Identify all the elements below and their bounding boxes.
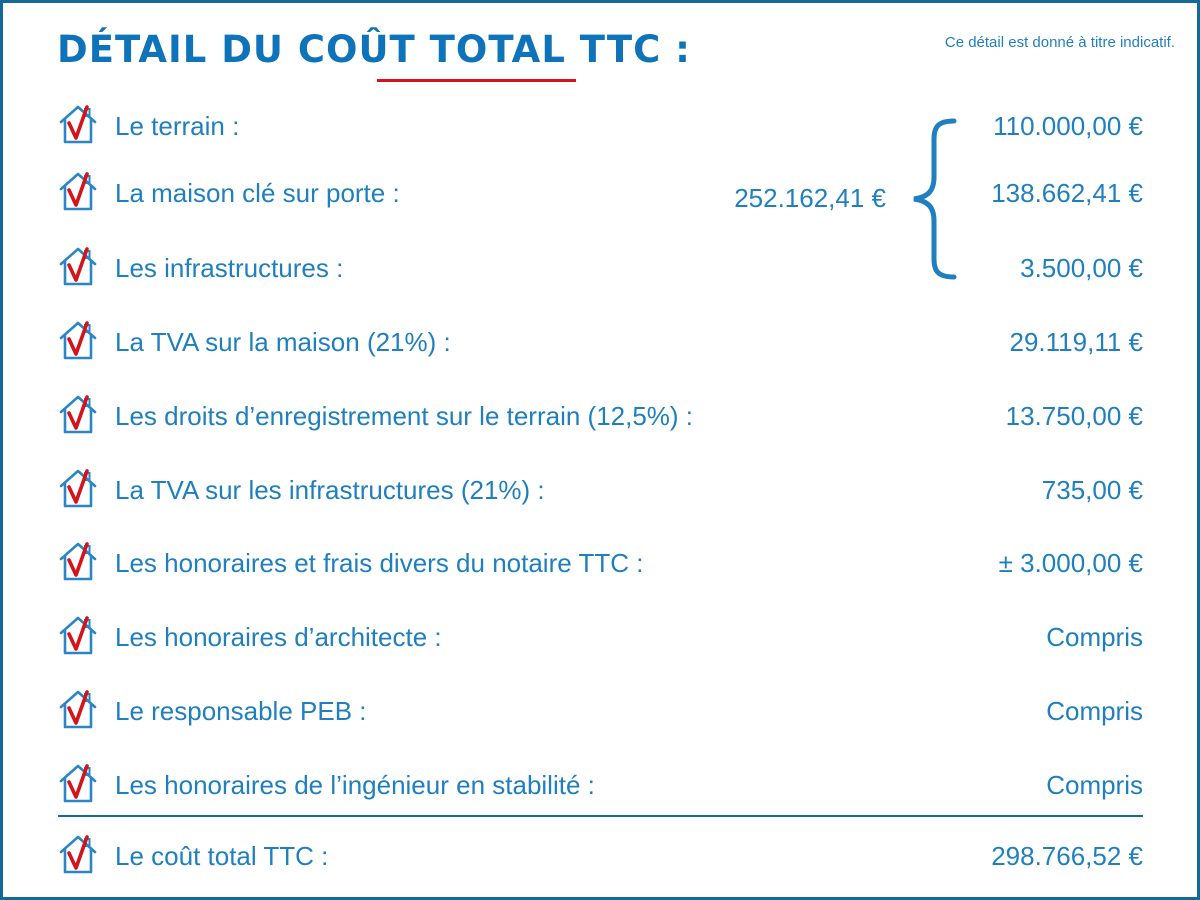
house-check-icon bbox=[59, 247, 97, 286]
total-divider bbox=[58, 815, 1143, 817]
cost-label: La TVA sur la maison (21%) : bbox=[115, 327, 451, 357]
house-check-icon bbox=[59, 542, 97, 581]
cost-value: ± 3.000,00 € bbox=[998, 548, 1143, 578]
house-check-icon bbox=[59, 690, 97, 729]
cost-row-infrastructures: Les infrastructures : 3.500,00 € bbox=[56, 245, 1143, 289]
cost-row-peb: Le responsable PEB : Compris bbox=[56, 688, 1143, 732]
cost-label: Les honoraires de l’ingénieur en stabili… bbox=[115, 770, 595, 800]
cost-label: Les honoraires et frais divers du notair… bbox=[115, 548, 644, 578]
cost-value: 735,00 € bbox=[1041, 475, 1143, 505]
cost-value: Compris bbox=[1046, 622, 1143, 652]
cost-value: Compris bbox=[1046, 770, 1143, 800]
total-label: Le coût total TTC : bbox=[115, 841, 329, 871]
house-check-icon bbox=[59, 469, 97, 508]
cost-value: 29.119,11 € bbox=[1009, 327, 1144, 357]
cost-label: Le terrain : bbox=[115, 111, 240, 141]
house-check-icon bbox=[59, 395, 97, 434]
cost-row-terrain: Le terrain : 110.000,00 € bbox=[56, 103, 1143, 147]
curly-brace-icon bbox=[913, 118, 957, 280]
house-check-icon bbox=[59, 764, 97, 803]
cost-value: 138.662,41 € bbox=[991, 178, 1143, 208]
cost-row-tva-infrastructures: La TVA sur les infrastructures (21%) : 7… bbox=[56, 467, 1143, 511]
cost-label: La TVA sur les infrastructures (21%) : bbox=[115, 475, 545, 505]
total-row: Le coût total TTC : 298.766,52 € bbox=[56, 833, 1143, 877]
house-check-icon bbox=[59, 835, 97, 874]
cost-row-droits: Les droits d’enregistrement sur le terra… bbox=[56, 393, 1143, 437]
cost-label: Les infrastructures : bbox=[115, 253, 344, 283]
cost-row-ingenieur: Les honoraires de l’ingénieur en stabili… bbox=[56, 762, 1143, 806]
cost-value: Compris bbox=[1046, 696, 1143, 726]
disclaimer-note: Ce détail est donné à titre indicatif. bbox=[944, 34, 1175, 51]
cost-row-tva-maison: La TVA sur la maison (21%) : 29.119,11 € bbox=[56, 319, 1143, 363]
group-subtotal: 252.162,41 € bbox=[734, 183, 886, 213]
cost-label: La maison clé sur porte : bbox=[115, 178, 400, 208]
total-value: 298.766,52 € bbox=[991, 841, 1143, 871]
cost-label: Le responsable PEB : bbox=[115, 696, 367, 726]
cost-label: Les droits d’enregistrement sur le terra… bbox=[115, 401, 694, 431]
cost-value: 110.000,00 € bbox=[993, 111, 1143, 141]
cost-value: 13.750,00 € bbox=[1005, 401, 1143, 431]
cost-value: 3.500,00 € bbox=[1020, 253, 1143, 283]
house-check-icon bbox=[59, 321, 97, 360]
house-check-icon bbox=[59, 172, 97, 211]
cost-label: Les honoraires d’architecte : bbox=[115, 622, 442, 652]
house-check-icon bbox=[59, 616, 97, 655]
house-check-icon bbox=[59, 105, 97, 144]
page-title: DÉTAIL DU COÛT TOTAL TTC : bbox=[57, 28, 691, 71]
title-underline bbox=[377, 79, 576, 82]
cost-row-architecte: Les honoraires d’architecte : Compris bbox=[56, 614, 1143, 658]
cost-row-notaire: Les honoraires et frais divers du notair… bbox=[56, 540, 1143, 584]
cost-row-maison: La maison clé sur porte : 138.662,41 € bbox=[56, 170, 1143, 214]
